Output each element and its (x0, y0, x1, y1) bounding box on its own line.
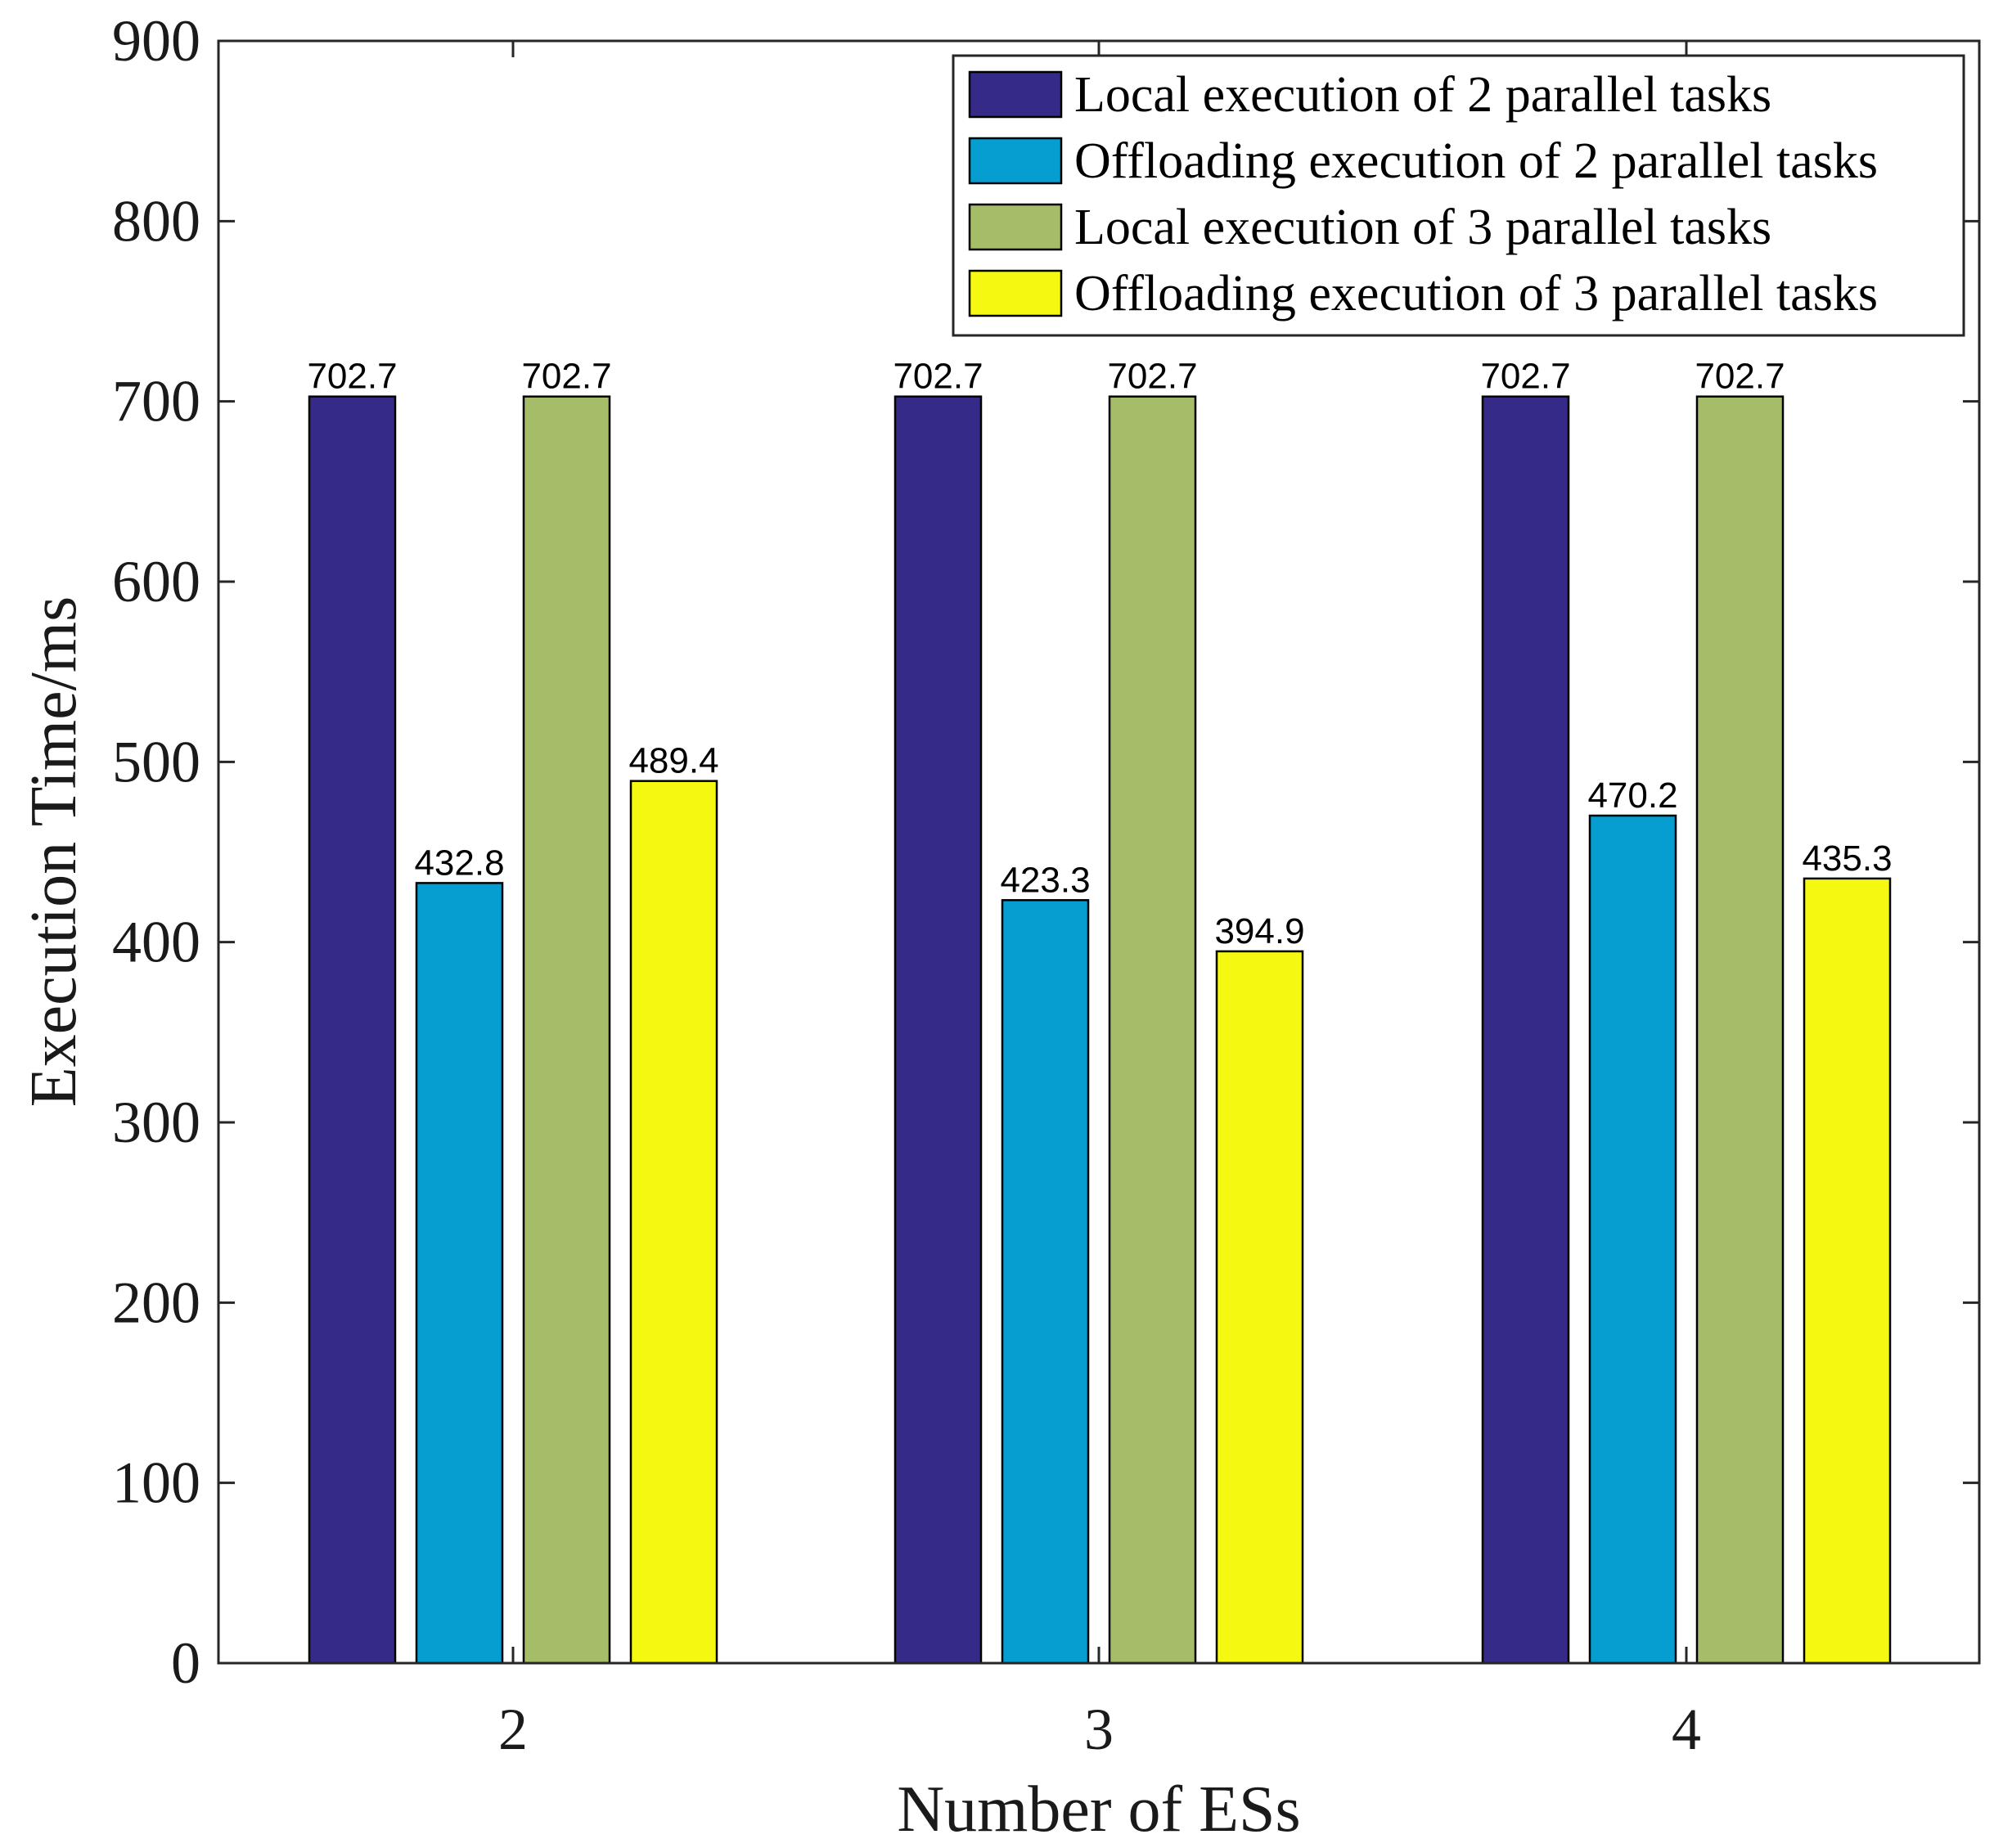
data-label-4-2: 489.4 (628, 741, 718, 781)
bar-2-3 (1001, 899, 1090, 1665)
y-tick-label-200: 200 (112, 1270, 200, 1335)
y-tick-label-500: 500 (112, 729, 200, 794)
x-tick-label-3: 3 (1084, 1697, 1114, 1762)
y-tick-label-300: 300 (112, 1090, 200, 1155)
legend-label-2: Offloading execution of 2 parallel tasks (1074, 133, 1878, 189)
bar-1-2 (308, 395, 397, 1665)
data-label-2-3: 423.3 (1000, 860, 1090, 900)
data-label-2-4: 470.2 (1587, 776, 1677, 816)
data-label-3-3: 702.7 (1107, 357, 1197, 397)
bar-1-4 (1481, 395, 1570, 1665)
data-label-2-2: 432.8 (414, 843, 504, 883)
bar-3-2 (522, 395, 611, 1665)
legend-swatch-4 (968, 269, 1063, 317)
y-tick-label-100: 100 (112, 1450, 200, 1516)
data-label-4-4: 435.3 (1802, 839, 1892, 879)
bar-2-2 (415, 882, 504, 1665)
bar-3-4 (1695, 395, 1785, 1665)
y-axis-title: Execution Time/ms (18, 596, 90, 1108)
legend-label-4: Offloading execution of 3 parallel tasks (1074, 266, 1878, 321)
data-label-4-3: 394.9 (1214, 911, 1304, 951)
bar-4-3 (1215, 950, 1304, 1665)
legend-box (952, 54, 1965, 337)
y-tick-label-900: 900 (112, 8, 200, 74)
legend-swatch-1 (968, 70, 1063, 119)
legend-items: Local execution of 2 parallel tasks Offlo… (968, 67, 1878, 321)
y-tick-label-0: 0 (171, 1630, 200, 1696)
y-tick-label-700: 700 (112, 369, 200, 434)
bar-1-3 (893, 395, 983, 1665)
data-label-1-3: 702.7 (893, 357, 983, 397)
x-tick-label-4: 4 (1672, 1697, 1701, 1762)
legend: Local execution of 2 parallel tasks Offlo… (952, 54, 1965, 337)
data-label-3-4: 702.7 (1695, 357, 1785, 397)
y-tick-label-800: 800 (112, 188, 200, 254)
y-tick-label-400: 400 (112, 910, 200, 975)
y-tick-label-600: 600 (112, 549, 200, 614)
data-label-3-2: 702.7 (521, 357, 611, 397)
bar-4-4 (1803, 877, 1892, 1665)
legend-swatch-2 (968, 137, 1063, 185)
legend-label-3: Local execution of 3 parallel tasks (1074, 200, 1771, 255)
bar-4-2 (629, 780, 718, 1665)
x-tick-label-2: 2 (498, 1697, 528, 1762)
bars-layer (308, 395, 1892, 1665)
bar-3-3 (1108, 395, 1197, 1665)
bar-2-4 (1588, 814, 1677, 1665)
x-axis-title: Number of ESs (897, 1774, 1300, 1846)
data-label-1-2: 702.7 (307, 357, 397, 397)
data-labels-layer: 702.7 702.7 702.7 432.8 423.3 470.2 702.7 702.7… (307, 357, 1892, 951)
legend-swatch-3 (968, 203, 1063, 251)
data-label-1-4: 702.7 (1480, 357, 1570, 397)
legend-label-1: Local execution of 2 parallel tasks (1074, 67, 1771, 123)
axis-ticks-layer: 0 100 200 300 400 500 600 700 800 900 2 3 4 (112, 8, 1979, 1762)
